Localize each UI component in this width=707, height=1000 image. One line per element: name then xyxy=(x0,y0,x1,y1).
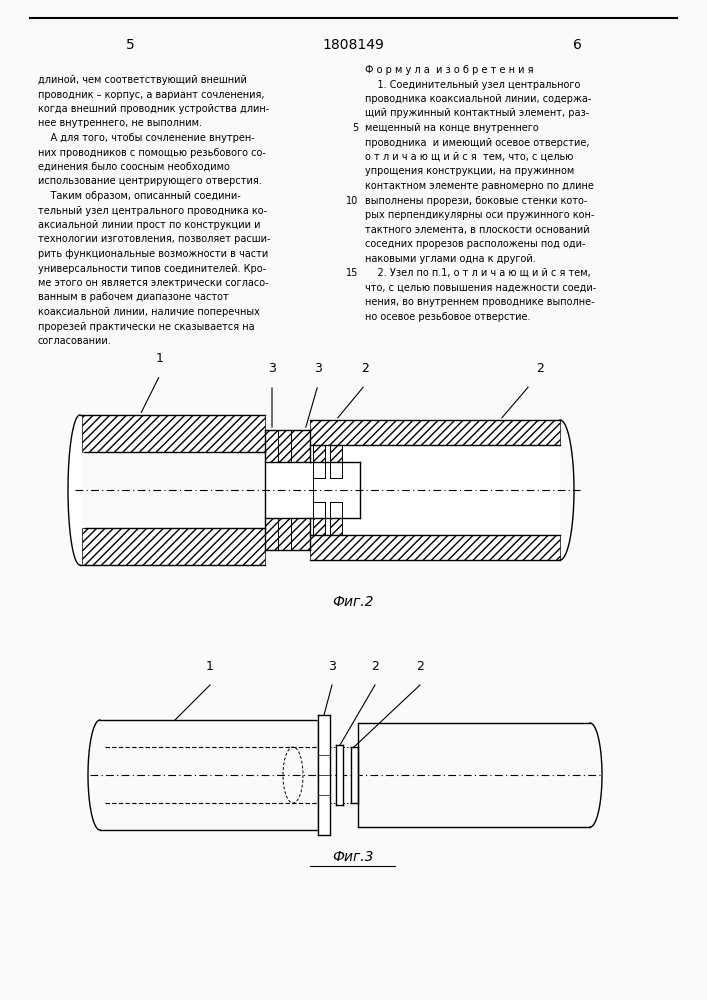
Text: 1: 1 xyxy=(206,660,214,673)
Text: нее внутреннего, не выполним.: нее внутреннего, не выполним. xyxy=(38,118,202,128)
Bar xyxy=(313,502,325,535)
Bar xyxy=(310,445,560,535)
Text: мещенный на конце внутреннего: мещенный на конце внутреннего xyxy=(365,123,539,133)
Text: аксиальной линии прост по конструкции и: аксиальной линии прост по конструкции и xyxy=(38,220,260,230)
Bar xyxy=(265,462,310,518)
Text: А для того, чтобы сочленение внутрен‑: А для того, чтобы сочленение внутрен‑ xyxy=(38,133,255,143)
Text: щий пружинный контактный элемент, раз‑: щий пружинный контактный элемент, раз‑ xyxy=(365,108,589,118)
Text: но осевое резьбовое отверстие.: но осевое резьбовое отверстие. xyxy=(365,312,530,322)
Bar xyxy=(313,445,325,478)
Text: 6: 6 xyxy=(573,38,581,52)
Text: 10: 10 xyxy=(346,196,358,206)
Text: что, с целью повышения надежности соеди‑: что, с целью повышения надежности соеди‑ xyxy=(365,282,596,292)
Text: ме этого он является электрически согласо‑: ме этого он является электрически соглас… xyxy=(38,278,269,288)
Text: 2: 2 xyxy=(371,660,379,673)
Bar xyxy=(265,430,310,462)
Text: 1808149: 1808149 xyxy=(322,38,384,52)
Bar xyxy=(330,478,342,502)
Text: рых перпендикулярны оси пружинного кон‑: рых перпендикулярны оси пружинного кон‑ xyxy=(365,210,595,220)
Text: 2: 2 xyxy=(416,660,424,673)
Text: 2: 2 xyxy=(536,362,544,375)
Text: Фиг.3: Фиг.3 xyxy=(332,850,374,864)
Text: контактном элементе равномерно по длине: контактном элементе равномерно по длине xyxy=(365,181,594,191)
Bar xyxy=(310,462,360,518)
Text: 15: 15 xyxy=(346,268,358,278)
Bar xyxy=(330,445,342,478)
Text: Фиг.2: Фиг.2 xyxy=(332,595,374,609)
Text: технологии изготовления, позволяет расши‑: технологии изготовления, позволяет расши… xyxy=(38,234,271,244)
Text: 3: 3 xyxy=(314,362,322,375)
Text: использование центрирующего отверстия.: использование центрирующего отверстия. xyxy=(38,176,262,186)
Text: 2: 2 xyxy=(361,362,369,375)
Text: них проводников с помощью резьбового со‑: них проводников с помощью резьбового со‑ xyxy=(38,147,266,157)
Text: 2. Узел по п.1, о т л и ч а ю щ и й с я тем,: 2. Узел по п.1, о т л и ч а ю щ и й с я … xyxy=(365,268,591,278)
Text: соседних прорезов расположены под оди‑: соседних прорезов расположены под оди‑ xyxy=(365,239,585,249)
Text: единения было соосным необходимо: единения было соосным необходимо xyxy=(38,162,230,172)
Text: проводник – корпус, а вариант сочленения,: проводник – корпус, а вариант сочленения… xyxy=(38,90,264,100)
Text: тактного элемента, в плоскости оснований: тактного элемента, в плоскости оснований xyxy=(365,225,590,234)
Text: длиной, чем соответствующий внешний: длиной, чем соответствующий внешний xyxy=(38,75,247,85)
Bar xyxy=(82,528,265,565)
Bar xyxy=(265,518,310,550)
Text: 5: 5 xyxy=(126,38,134,52)
Text: 3: 3 xyxy=(268,362,276,375)
Text: о т л и ч а ю щ и й с я  тем, что, с целью: о т л и ч а ю щ и й с я тем, что, с цель… xyxy=(365,152,573,162)
Text: 5: 5 xyxy=(352,123,358,133)
Bar xyxy=(313,478,325,502)
Text: когда внешний проводник устройства длин‑: когда внешний проводник устройства длин‑ xyxy=(38,104,269,114)
Text: наковыми углами одна к другой.: наковыми углами одна к другой. xyxy=(365,253,536,263)
Text: Ф о р м у л а  и з о б р е т е н и я: Ф о р м у л а и з о б р е т е н и я xyxy=(365,65,534,75)
Text: выполнены прорези, боковые стенки кото‑: выполнены прорези, боковые стенки кото‑ xyxy=(365,196,588,206)
Text: коаксиальной линии, наличие поперечных: коаксиальной линии, наличие поперечных xyxy=(38,307,260,317)
Bar xyxy=(310,535,560,560)
Text: прорезей практически не сказывается на: прорезей практически не сказывается на xyxy=(38,322,255,332)
Text: Таким образом, описанный соедини‑: Таким образом, описанный соедини‑ xyxy=(38,191,241,201)
Bar xyxy=(330,502,342,535)
Text: согласовании.: согласовании. xyxy=(38,336,112,346)
Text: ванным в рабочем диапазоне частот: ванным в рабочем диапазоне частот xyxy=(38,292,229,302)
Text: универсальности типов соединителей. Кро‑: универсальности типов соединителей. Кро‑ xyxy=(38,263,266,273)
Text: рить функциональные возможности в части: рить функциональные возможности в части xyxy=(38,249,268,259)
Text: тельный узел центрального проводника ко‑: тельный узел центрального проводника ко‑ xyxy=(38,206,267,216)
Text: проводника коаксиальной линии, содержа‑: проводника коаксиальной линии, содержа‑ xyxy=(365,94,591,104)
Bar xyxy=(310,420,560,445)
Text: проводника  и имеющий осевое отверстие,: проводника и имеющий осевое отверстие, xyxy=(365,137,590,147)
Text: 3: 3 xyxy=(328,660,336,673)
Text: 1: 1 xyxy=(156,352,164,365)
Text: 1. Соединительный узел центрального: 1. Соединительный узел центрального xyxy=(365,80,580,90)
Text: нения, во внутреннем проводнике выполне‑: нения, во внутреннем проводнике выполне‑ xyxy=(365,297,595,307)
Text: упрощения конструкции, на пружинном: упрощения конструкции, на пружинном xyxy=(365,166,574,176)
Bar xyxy=(82,415,265,452)
